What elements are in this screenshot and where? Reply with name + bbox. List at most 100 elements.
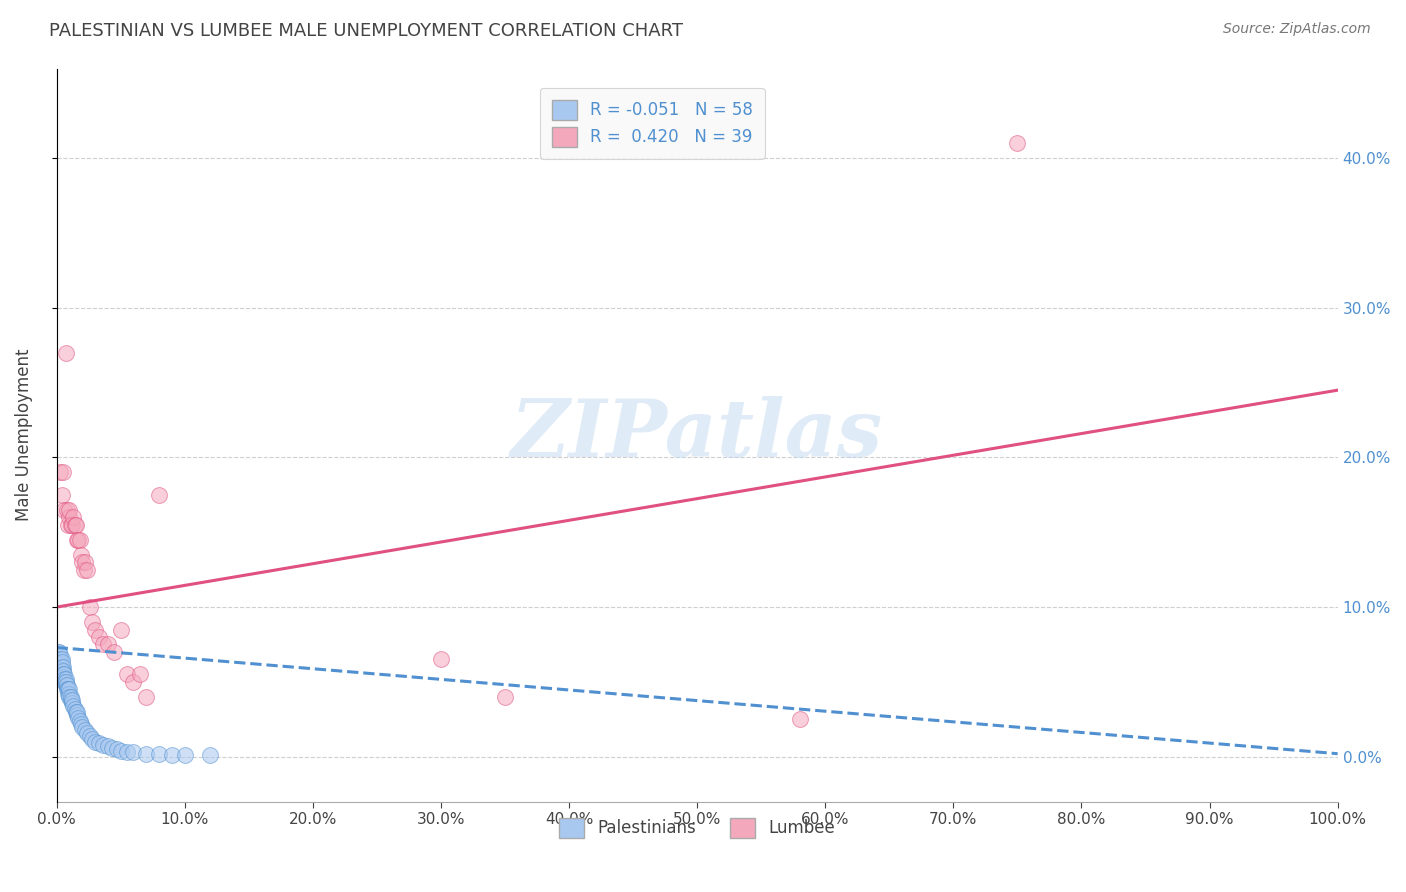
Point	[100, 740, 122, 755]
Point	[51, 660, 73, 674]
Point	[67, 533, 90, 547]
Point	[49, 466, 72, 480]
Point	[52, 660, 75, 674]
Point	[430, 652, 453, 666]
Point	[73, 555, 96, 569]
Point	[58, 682, 80, 697]
Point	[65, 517, 87, 532]
Point	[67, 711, 90, 725]
Point	[148, 747, 170, 761]
Point	[56, 682, 79, 697]
Point	[56, 682, 79, 697]
Point	[76, 725, 98, 739]
Point	[65, 705, 87, 719]
Point	[53, 667, 76, 681]
Point	[97, 739, 120, 754]
Point	[60, 693, 83, 707]
Point	[52, 466, 75, 480]
Point	[122, 674, 145, 689]
Point	[103, 645, 125, 659]
Text: PALESTINIAN VS LUMBEE MALE UNEMPLOYMENT CORRELATION CHART: PALESTINIAN VS LUMBEE MALE UNEMPLOYMENT …	[49, 22, 683, 40]
Point	[58, 687, 80, 701]
Point	[56, 517, 79, 532]
Point	[76, 563, 98, 577]
Point	[56, 678, 79, 692]
Point	[51, 488, 73, 502]
Point	[59, 693, 82, 707]
Point	[56, 503, 79, 517]
Point	[51, 663, 73, 677]
Point	[48, 652, 70, 666]
Point	[48, 645, 70, 659]
Point	[46, 645, 69, 659]
Point	[56, 687, 79, 701]
Point	[53, 674, 76, 689]
Point	[200, 748, 222, 763]
Point	[87, 630, 110, 644]
Point	[160, 748, 183, 763]
Point	[69, 714, 91, 728]
Point	[60, 517, 83, 532]
Point	[58, 690, 80, 704]
Point	[91, 638, 114, 652]
Text: ZIPatlas: ZIPatlas	[510, 396, 883, 474]
Point	[84, 735, 107, 749]
Point	[148, 488, 170, 502]
Point	[60, 696, 83, 710]
Point	[63, 702, 86, 716]
Point	[49, 652, 72, 666]
Point	[110, 623, 132, 637]
Legend: Palestinians, Lumbee: Palestinians, Lumbee	[553, 811, 842, 845]
Point	[789, 712, 811, 726]
Point	[51, 656, 73, 670]
Point	[128, 667, 150, 681]
Point	[79, 729, 101, 743]
Point	[55, 674, 77, 689]
Point	[1007, 136, 1029, 151]
Point	[58, 503, 80, 517]
Point	[58, 510, 80, 524]
Point	[115, 667, 138, 681]
Point	[91, 738, 114, 752]
Point	[70, 548, 93, 562]
Point	[69, 533, 91, 547]
Y-axis label: Male Unemployment: Male Unemployment	[15, 349, 32, 521]
Text: Source: ZipAtlas.com: Source: ZipAtlas.com	[1223, 22, 1371, 37]
Point	[53, 672, 76, 686]
Point	[105, 742, 128, 756]
Point	[49, 648, 72, 662]
Point	[82, 615, 104, 629]
Point	[55, 672, 77, 686]
Point	[110, 744, 132, 758]
Point	[55, 345, 77, 359]
Point	[70, 720, 93, 734]
Point	[135, 747, 157, 761]
Point	[52, 667, 75, 681]
Point	[62, 698, 84, 713]
Point	[66, 705, 89, 719]
Point	[53, 503, 76, 517]
Point	[73, 723, 96, 737]
Point	[115, 745, 138, 759]
Point	[87, 736, 110, 750]
Point	[66, 533, 89, 547]
Point	[79, 600, 101, 615]
Point	[494, 690, 516, 704]
Point	[82, 731, 104, 746]
Point	[63, 517, 86, 532]
Point	[59, 690, 82, 704]
Point	[66, 707, 89, 722]
Point	[59, 517, 82, 532]
Point	[84, 623, 107, 637]
Point	[55, 678, 77, 692]
Point	[72, 563, 94, 577]
Point	[52, 665, 75, 679]
Point	[49, 657, 72, 671]
Point	[52, 670, 75, 684]
Point	[97, 638, 120, 652]
Point	[122, 745, 145, 759]
Point	[173, 748, 195, 763]
Point	[70, 555, 93, 569]
Point	[70, 716, 93, 731]
Point	[135, 690, 157, 704]
